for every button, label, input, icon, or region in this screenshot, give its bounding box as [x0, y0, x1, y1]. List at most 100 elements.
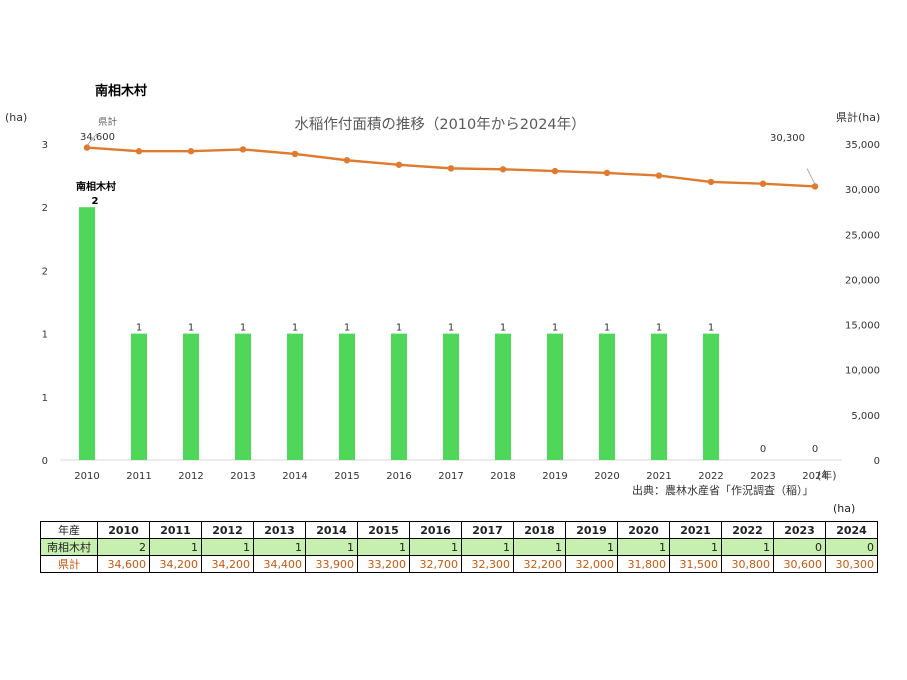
- x-tick-label: 2024: [802, 471, 827, 482]
- left-axis-label: (ha): [5, 111, 27, 124]
- x-tick-label: 2013: [230, 471, 255, 482]
- bar-label-2020: 1: [604, 323, 610, 334]
- line-point-2017: [447, 165, 455, 172]
- table-year-header: 2011: [149, 521, 202, 539]
- x-tick-label: 2012: [178, 471, 203, 482]
- line-point-2024: [811, 183, 819, 190]
- right-tick-label: 10,000: [845, 366, 880, 377]
- line-point-2011: [135, 148, 143, 155]
- right-tick-label: 20,000: [845, 275, 880, 286]
- table-cell: 1: [357, 538, 410, 556]
- table-year-header: 2014: [305, 521, 358, 539]
- line-point-2018: [499, 166, 507, 173]
- line-point-2022: [707, 178, 715, 186]
- right-tick-label: 25,000: [845, 230, 880, 241]
- table-cell: 30,300: [825, 555, 878, 573]
- line-point-2014: [291, 150, 299, 158]
- x-axis-unit: (年): [817, 468, 837, 482]
- bar-series: [79, 207, 719, 460]
- bar-label-2019: 1: [552, 323, 558, 334]
- table-cell: 34,400: [253, 555, 306, 573]
- table-year-header: 2020: [617, 521, 670, 539]
- line-point-2019: [551, 167, 559, 175]
- line-point-2016: [395, 161, 403, 168]
- x-tick-label: 2020: [594, 471, 619, 482]
- line-label-first: 34,600: [80, 132, 115, 143]
- bar-2013: [235, 333, 251, 460]
- table-cell: 1: [669, 538, 722, 556]
- line-point-2010: [83, 144, 91, 151]
- x-tick-label: 2016: [386, 471, 411, 482]
- table-year-header: 2024: [825, 521, 878, 539]
- table-cell: 31,800: [617, 555, 670, 573]
- bar-label-2021: 1: [656, 323, 662, 334]
- right-tick-label: 15,000: [845, 321, 880, 332]
- right-axis-ticks: 0 5,000 10,000 15,000 20,000 25,000 30,000 35,0…: [845, 140, 880, 467]
- bar-label-2018: 1: [500, 323, 506, 334]
- table-cell: 0: [773, 538, 826, 556]
- table-unit: (ha): [833, 502, 856, 515]
- x-tick-label: 2015: [334, 471, 359, 482]
- line-point-2012: [187, 148, 195, 155]
- x-axis-ticks: 2010 2011 2012 2013 2014 2015 2016 2017 2018 2019…: [74, 471, 827, 482]
- table-cell: 1: [253, 538, 306, 556]
- line-series: 県計 34,600 30,300: [80, 116, 819, 190]
- table-cell: 34,600: [97, 555, 150, 573]
- table-header-row: 年産 2010 2011 2012 2013 2014 2015 2016 2017 2018 2…: [40, 521, 878, 539]
- table-row-town: 南相木村 2 1 1 1 1 1 1 1 1 1 1 1 1 0 0: [40, 538, 878, 556]
- bar-2017: [443, 333, 459, 460]
- table-cell: 1: [461, 538, 514, 556]
- table-cell: 34,200: [201, 555, 254, 573]
- bar-label-2015: 1: [344, 323, 350, 334]
- table-year-header: 2013: [253, 521, 306, 539]
- x-tick-label: 2017: [438, 471, 463, 482]
- table-cell: 31,500: [669, 555, 722, 573]
- table-cell: 32,000: [565, 555, 618, 573]
- bar-label-2011: 1: [136, 323, 142, 334]
- table-year-header: 2012: [201, 521, 254, 539]
- left-tick-label: 1: [42, 330, 48, 341]
- table-cell: 33,200: [357, 555, 410, 573]
- left-tick-label: 3: [42, 140, 48, 151]
- bar-2020: [599, 333, 615, 460]
- table-cell: 32,200: [513, 555, 566, 573]
- source-note: 出典：農林水産省「作況調査（稲）」: [632, 483, 814, 497]
- x-tick-label: 2022: [698, 471, 723, 482]
- table-cell: 1: [565, 538, 618, 556]
- line-point-2021: [655, 172, 663, 179]
- bar-label-2017: 1: [448, 323, 454, 334]
- x-tick-label: 2019: [542, 471, 567, 482]
- bar-2021: [651, 333, 667, 460]
- table-cell: 32,300: [461, 555, 514, 573]
- bar-label-2024: 0: [812, 444, 818, 455]
- table-cell: 1: [513, 538, 566, 556]
- right-tick-label: 5,000: [851, 411, 880, 422]
- bar-2018: [495, 333, 511, 460]
- right-axis-label: 県計(ha): [836, 110, 880, 124]
- table-row-label: 県計: [40, 555, 98, 573]
- table-year-header: 2023: [773, 521, 826, 539]
- table-cell: 1: [305, 538, 358, 556]
- left-tick-label: 0: [42, 456, 48, 467]
- table-cell: 34,200: [149, 555, 202, 573]
- table-year-header: 2019: [565, 521, 618, 539]
- bar-2015: [339, 333, 355, 460]
- table-year-header: 2021: [669, 521, 722, 539]
- table-cell: 30,600: [773, 555, 826, 573]
- chart-title: 水稲作付面積の推移（2010年から2024年）: [294, 116, 585, 133]
- table-header-label: 年産: [40, 521, 98, 539]
- bar-label-2010: 2: [92, 196, 99, 207]
- table-year-header: 2015: [357, 521, 410, 539]
- bar-2014: [287, 333, 303, 460]
- chart: 南相木村 水稲作付面積の推移（2010年から2024年） (ha) 県計(ha)…: [5, 83, 880, 497]
- table-year-header: 2018: [513, 521, 566, 539]
- bar-2011: [131, 333, 147, 460]
- bar-label-2023: 0: [760, 444, 766, 455]
- table-cell: 1: [149, 538, 202, 556]
- x-tick-label: 2010: [74, 471, 99, 482]
- bar-label-2012: 1: [188, 323, 194, 334]
- bar-2010: [79, 207, 95, 460]
- right-tick-label: 35,000: [845, 140, 880, 151]
- line-point-2020: [603, 169, 611, 177]
- table-cell: 33,900: [305, 555, 358, 573]
